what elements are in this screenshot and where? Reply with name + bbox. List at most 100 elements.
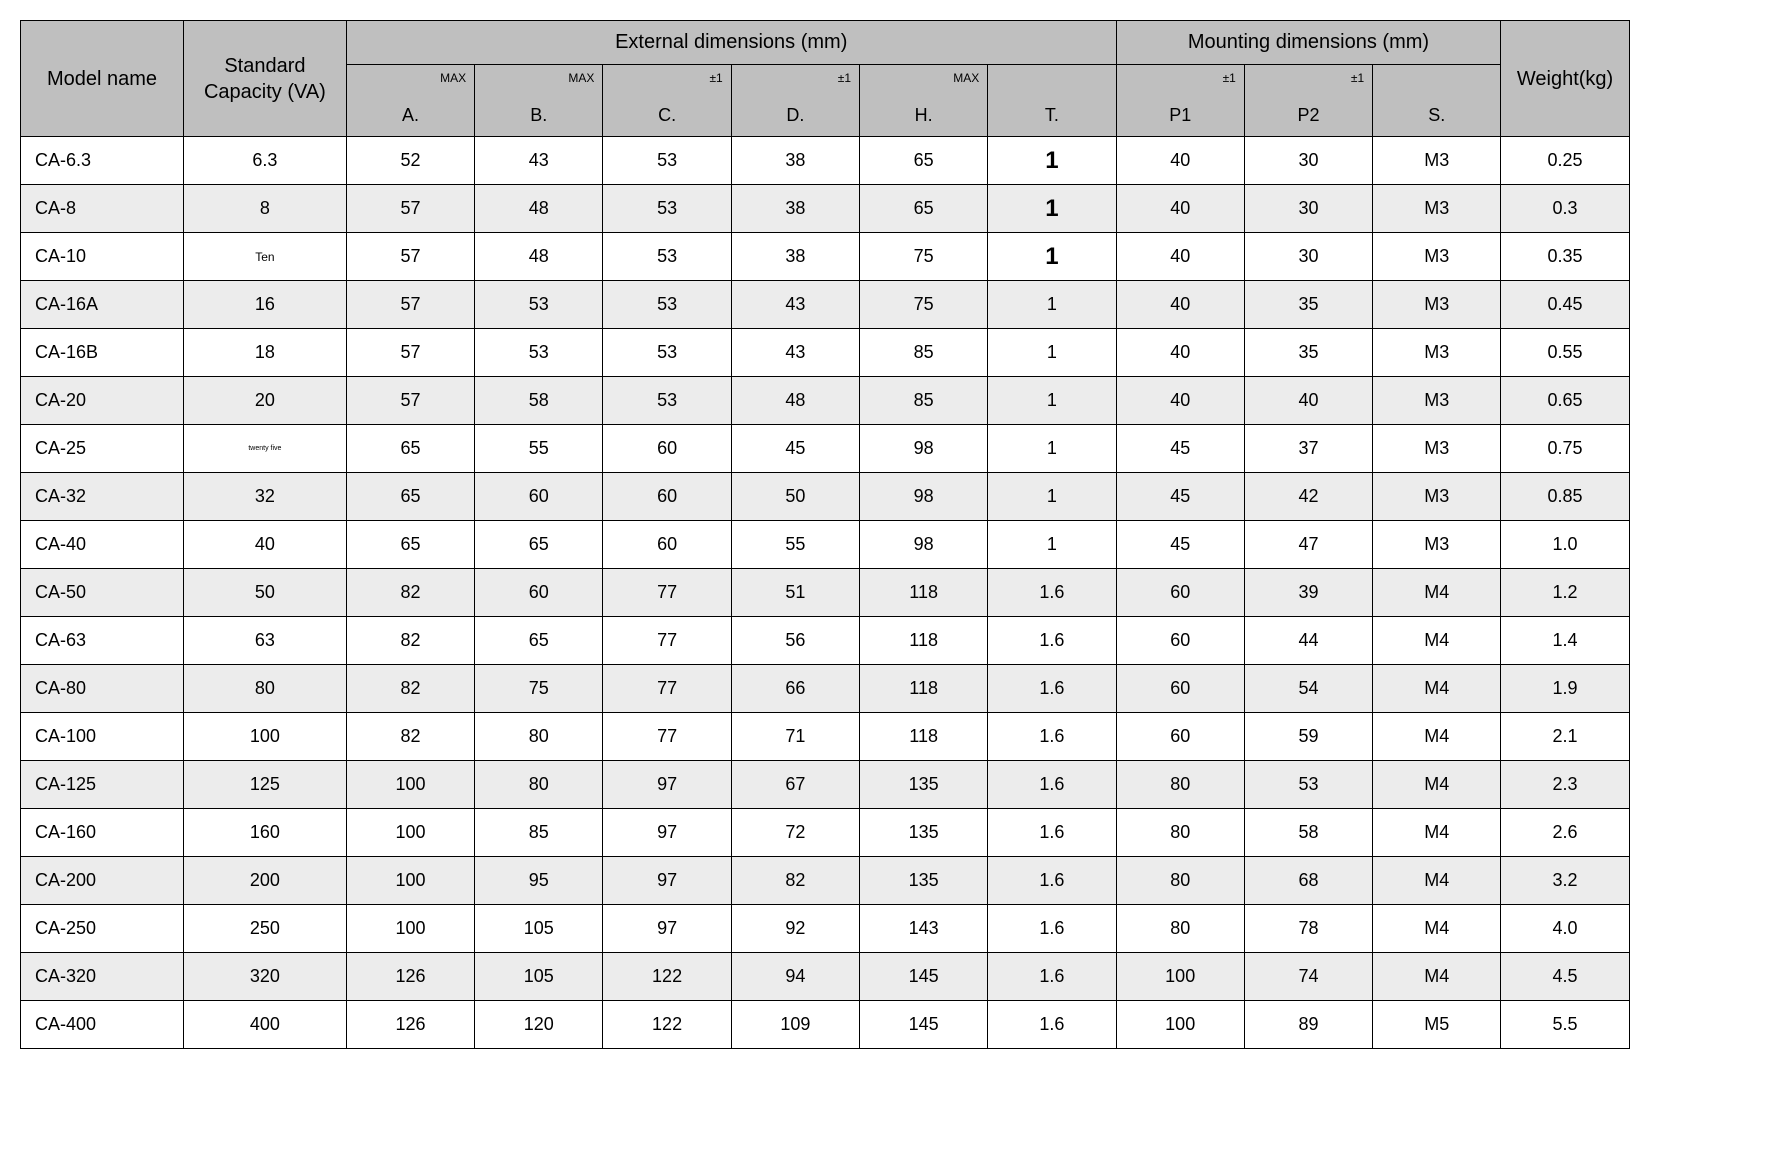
cell-D: 43 xyxy=(731,281,859,329)
cell-A: 82 xyxy=(346,665,474,713)
cell-S: M3 xyxy=(1373,233,1501,281)
cell-T: 1.6 xyxy=(988,713,1116,761)
cell-B: 53 xyxy=(475,281,603,329)
cell-capacity: twenty five xyxy=(183,425,346,473)
cell-capacity: 8 xyxy=(183,185,346,233)
header-col-B: MAX B. xyxy=(475,65,603,137)
cell-capacity: 125 xyxy=(183,761,346,809)
cell-B: 60 xyxy=(475,473,603,521)
cell-D: 50 xyxy=(731,473,859,521)
cell-P1: 45 xyxy=(1116,473,1244,521)
cell-weight: 0.85 xyxy=(1501,473,1629,521)
header-mounting-group: Mounting dimensions (mm) xyxy=(1116,21,1501,65)
cell-T: 1 xyxy=(988,377,1116,425)
cell-capacity: 80 xyxy=(183,665,346,713)
cell-H: 75 xyxy=(860,233,988,281)
cell-B: 85 xyxy=(475,809,603,857)
cell-B: 60 xyxy=(475,569,603,617)
cell-model: CA-50 xyxy=(21,569,184,617)
cell-T: 1.6 xyxy=(988,617,1116,665)
cell-D: 82 xyxy=(731,857,859,905)
cell-C: 77 xyxy=(603,665,731,713)
cell-P1: 45 xyxy=(1116,425,1244,473)
cell-C: 53 xyxy=(603,377,731,425)
cell-model: CA-250 xyxy=(21,905,184,953)
cell-weight: 0.3 xyxy=(1501,185,1629,233)
cell-D: 109 xyxy=(731,1001,859,1049)
cell-C: 60 xyxy=(603,425,731,473)
cell-H: 98 xyxy=(860,425,988,473)
cell-A: 57 xyxy=(346,185,474,233)
cell-B: 80 xyxy=(475,761,603,809)
cell-capacity: 16 xyxy=(183,281,346,329)
spec-table: Model name Standard Capacity (VA) Extern… xyxy=(20,20,1758,1049)
cell-D: 38 xyxy=(731,185,859,233)
cell-A: 52 xyxy=(346,137,474,185)
cell-C: 77 xyxy=(603,569,731,617)
cell-S: M3 xyxy=(1373,185,1501,233)
cell-P1: 80 xyxy=(1116,905,1244,953)
cell-P2: 44 xyxy=(1244,617,1372,665)
header-sup-D: ±1 xyxy=(838,71,851,85)
cell-S: M3 xyxy=(1373,521,1501,569)
table-row: CA-6.36.3524353386514030M30.25 xyxy=(21,137,1758,185)
cell-model: CA-160 xyxy=(21,809,184,857)
cell-P1: 100 xyxy=(1116,1001,1244,1049)
header-col-C: ±1C. xyxy=(603,65,731,137)
cell-capacity: Ten xyxy=(183,233,346,281)
cell-P2: 58 xyxy=(1244,809,1372,857)
cell-P1: 60 xyxy=(1116,713,1244,761)
cell-capacity: 40 xyxy=(183,521,346,569)
cell-T: 1 xyxy=(988,329,1116,377)
cell-model: CA-80 xyxy=(21,665,184,713)
cell-capacity: 32 xyxy=(183,473,346,521)
header-sup-P1: ±1 xyxy=(1223,71,1236,85)
cell-P2: 42 xyxy=(1244,473,1372,521)
header-weight: Weight(kg) xyxy=(1501,21,1629,137)
cell-B: 80 xyxy=(475,713,603,761)
cell-S: M3 xyxy=(1373,377,1501,425)
cell-A: 100 xyxy=(346,905,474,953)
cell-P1: 40 xyxy=(1116,329,1244,377)
header-capacity: Standard Capacity (VA) xyxy=(183,21,346,137)
cell-D: 48 xyxy=(731,377,859,425)
cell-model: CA-100 xyxy=(21,713,184,761)
header-label-P2: P2 xyxy=(1245,105,1372,126)
cell-C: 97 xyxy=(603,905,731,953)
cell-D: 45 xyxy=(731,425,859,473)
table-body: CA-6.36.3524353386514030M30.25CA-8857485… xyxy=(21,137,1758,1049)
cell-H: 143 xyxy=(860,905,988,953)
header-label-B: B. xyxy=(475,105,602,126)
cell-A: 57 xyxy=(346,281,474,329)
cell-H: 118 xyxy=(860,617,988,665)
cell-model: CA-6.3 xyxy=(21,137,184,185)
header-sup-H: MAX xyxy=(953,71,979,85)
cell-P2: 68 xyxy=(1244,857,1372,905)
cell-model: CA-63 xyxy=(21,617,184,665)
cell-model: CA-400 xyxy=(21,1001,184,1049)
cell-C: 60 xyxy=(603,473,731,521)
cell-C: 97 xyxy=(603,761,731,809)
cell-capacity: 160 xyxy=(183,809,346,857)
header-sup-B: MAX xyxy=(568,71,594,85)
cell-T: 1 xyxy=(988,473,1116,521)
cell-weight: 1.9 xyxy=(1501,665,1629,713)
cell-T: 1 xyxy=(988,521,1116,569)
cell-weight: 0.55 xyxy=(1501,329,1629,377)
cell-S: M4 xyxy=(1373,761,1501,809)
table-row: CA-100100828077711181.66059M42.1 xyxy=(21,713,1758,761)
cell-B: 75 xyxy=(475,665,603,713)
cell-T: 1 xyxy=(988,233,1116,281)
cell-P2: 89 xyxy=(1244,1001,1372,1049)
header-external-group: External dimensions (mm) xyxy=(346,21,1116,65)
cell-S: M4 xyxy=(1373,809,1501,857)
cell-C: 60 xyxy=(603,521,731,569)
cell-T: 1.6 xyxy=(988,761,1116,809)
cell-B: 65 xyxy=(475,617,603,665)
cell-weight: 0.65 xyxy=(1501,377,1629,425)
cell-P1: 40 xyxy=(1116,281,1244,329)
cell-P1: 60 xyxy=(1116,617,1244,665)
cell-S: M4 xyxy=(1373,953,1501,1001)
cell-B: 65 xyxy=(475,521,603,569)
table-row: CA-3232656060509814542M30.85 xyxy=(21,473,1758,521)
